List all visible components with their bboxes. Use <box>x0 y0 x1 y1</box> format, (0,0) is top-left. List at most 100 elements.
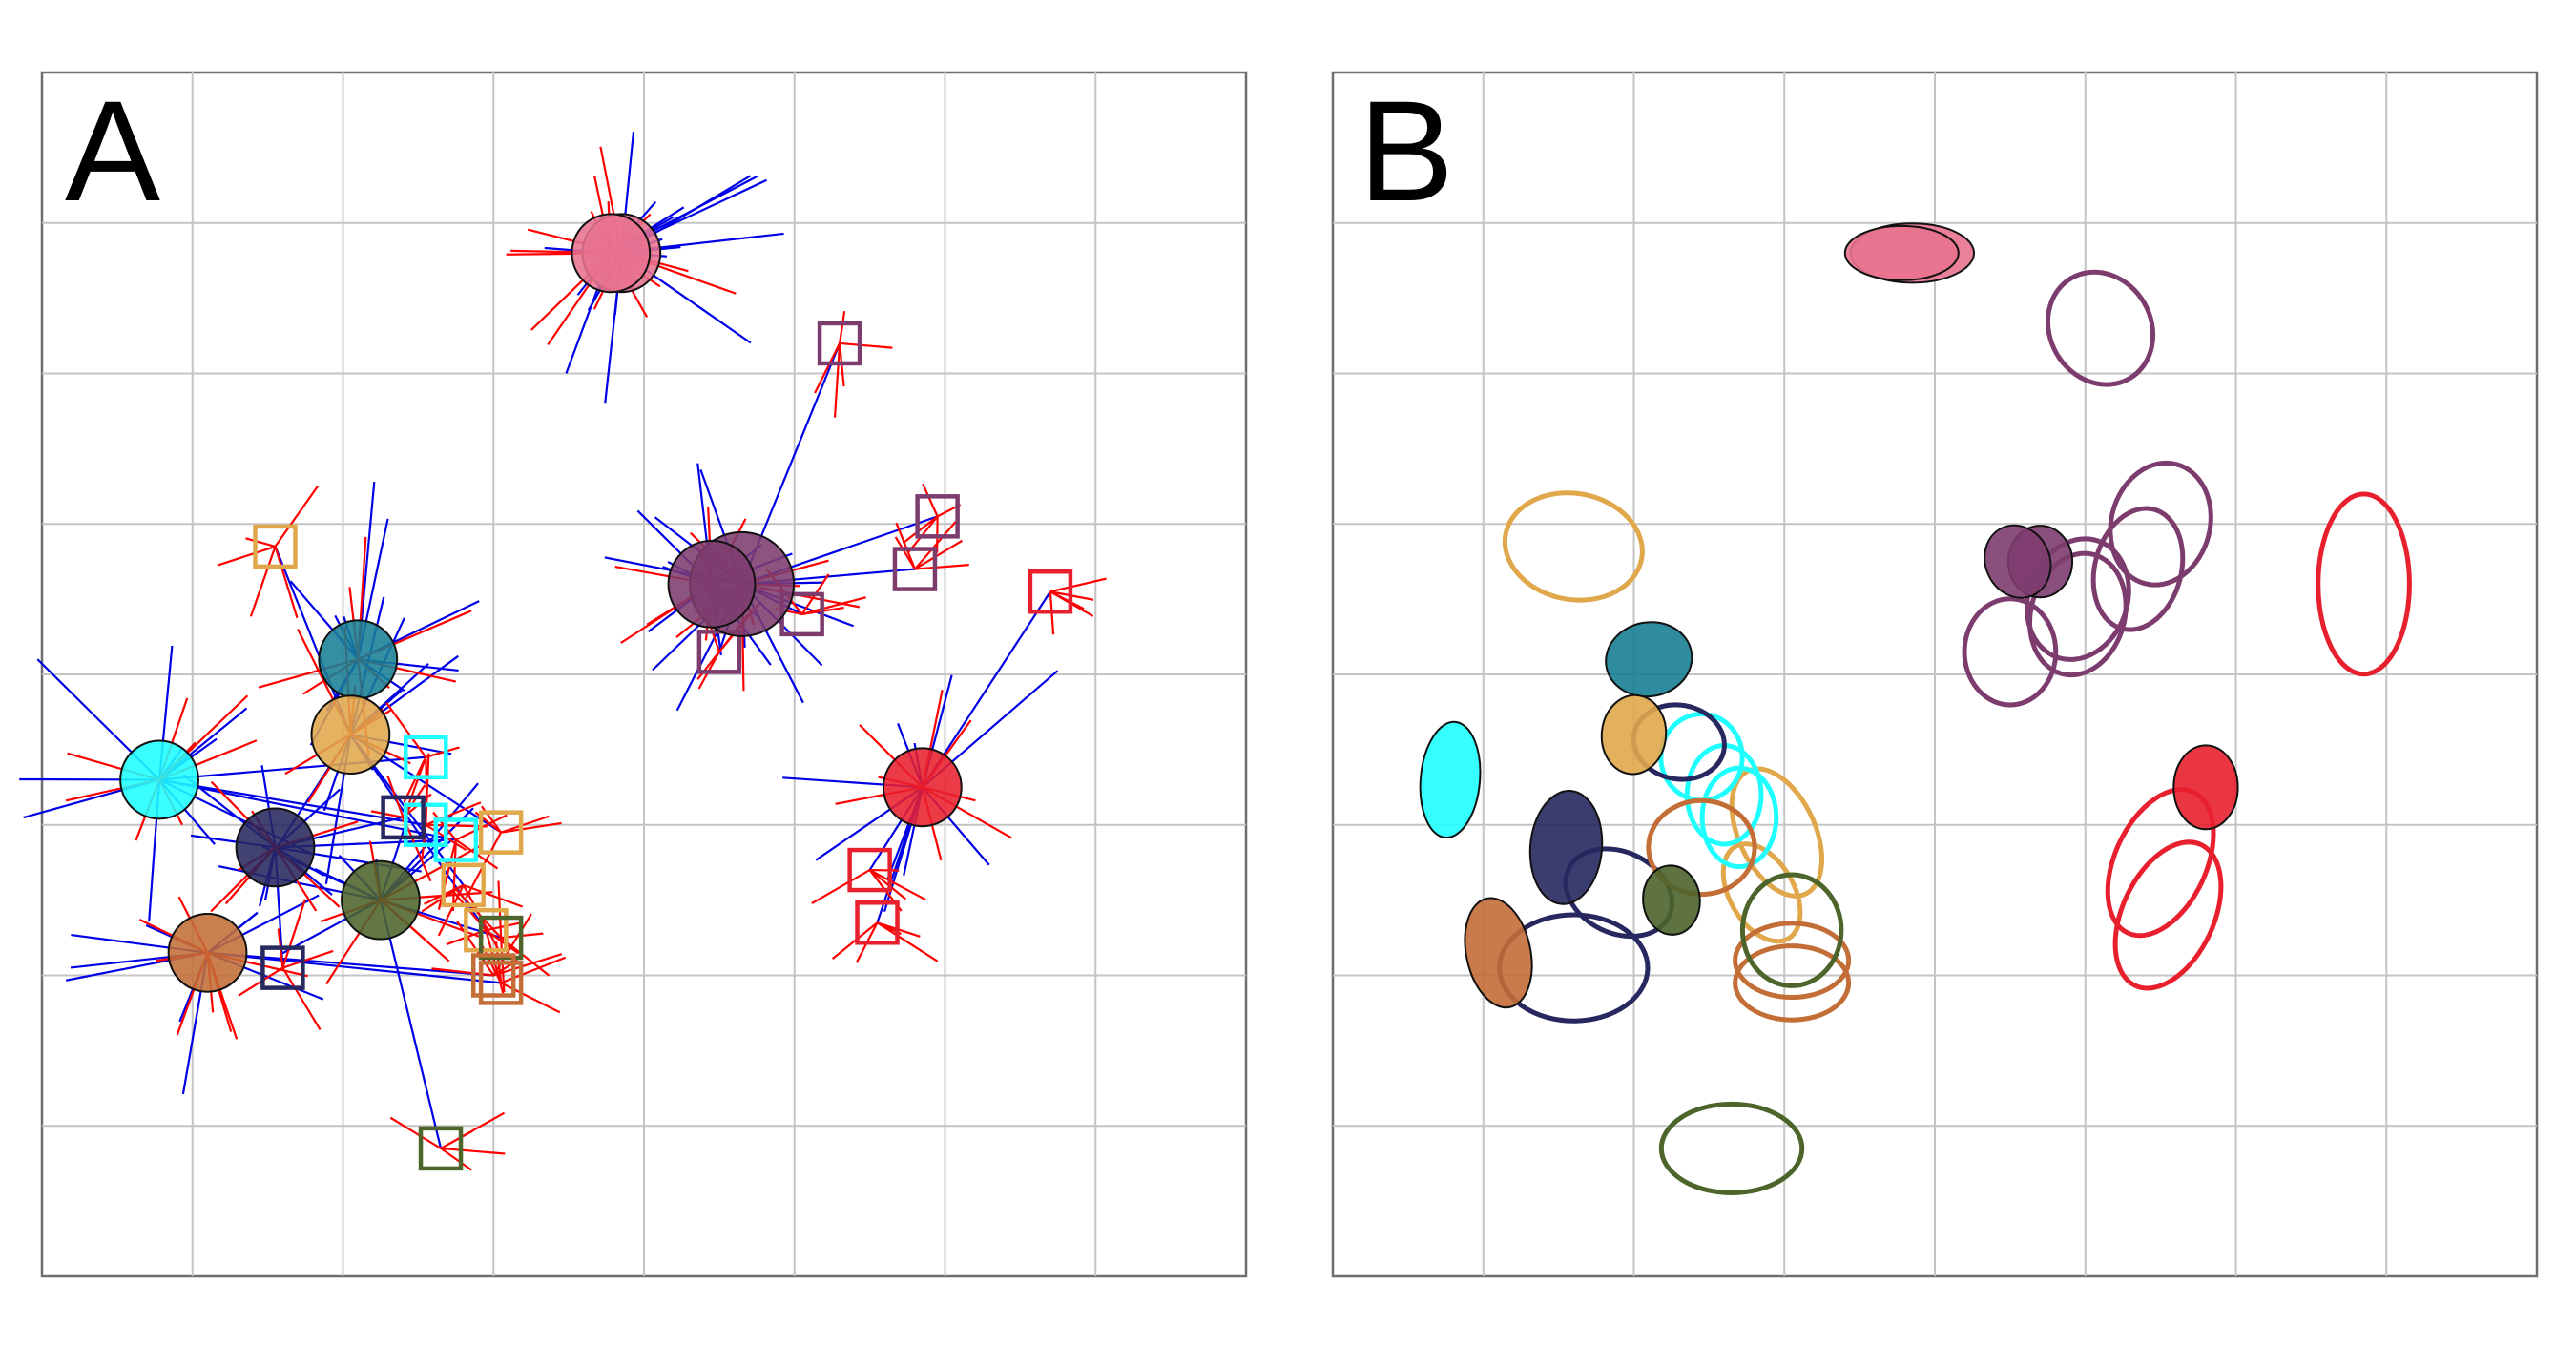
individual-red-vector <box>801 596 866 615</box>
individual-red-vector <box>245 537 276 548</box>
centroid-circle-gold <box>310 694 391 775</box>
individual-red-vector <box>914 564 969 570</box>
panel-a-centroids <box>119 213 963 993</box>
outline-ellipse-red <box>2112 839 2224 991</box>
centroid-circle-cyan <box>119 739 199 820</box>
individual-square-red <box>847 847 892 893</box>
panel-a-label: A <box>65 71 160 231</box>
individual-red-vector <box>914 539 964 570</box>
individual-red-vector <box>274 546 299 619</box>
panel-a: A <box>19 71 1248 1278</box>
individual-square-olive <box>478 915 524 961</box>
individual-red-vector <box>282 949 334 969</box>
filled-ellipse-gold <box>1600 693 1668 776</box>
individual-square-gold <box>441 862 486 908</box>
individual-red-vector <box>440 1111 506 1149</box>
individual-square-olive <box>418 1126 464 1171</box>
individual-square-purple <box>915 494 960 539</box>
individual-red-vector <box>922 483 939 517</box>
filled-ellipse-purple <box>1984 524 2052 599</box>
individual-square-red <box>855 900 900 945</box>
outline-ellipse-purple <box>2027 550 2129 678</box>
filled-ellipse-copper <box>1464 897 1533 1009</box>
individual-square-purple <box>892 547 938 591</box>
centroid-circle-red <box>882 747 963 828</box>
individual-red-vector <box>500 815 550 834</box>
individual-red-vector <box>914 521 957 570</box>
individual-square-navy <box>260 945 305 990</box>
individual-red-vector <box>274 485 320 548</box>
individual-red-vector <box>463 883 524 908</box>
outline-ellipse-cyan <box>1699 765 1779 870</box>
individual-square-cyan <box>404 735 448 780</box>
centroid-circle-copper <box>167 912 248 993</box>
filled-ellipse-teal <box>1605 621 1693 698</box>
individual-red-vector <box>876 921 939 962</box>
filled-ellipse-cyan <box>1419 720 1482 839</box>
individual-square-navy <box>381 795 426 840</box>
individual-red-vector <box>869 869 926 901</box>
individual-to-centroid-vector <box>207 951 502 984</box>
outline-ellipse-olive <box>1658 1101 1805 1195</box>
outline-ellipse-purple <box>2045 269 2156 387</box>
individual-square-gold <box>253 524 298 569</box>
outline-ellipse-purple <box>1962 596 2059 708</box>
individual-red-vector <box>831 921 879 960</box>
individual-square-cyan <box>433 817 479 862</box>
outline-ellipse-purple <box>2108 460 2213 588</box>
individual-red-vector <box>451 839 457 911</box>
outline-ellipse-copper <box>1733 943 1852 1023</box>
individual-red-vector <box>839 341 893 349</box>
individual-square-gold <box>464 907 509 953</box>
individual-red-vector <box>811 869 871 905</box>
individual-red-vector <box>440 1148 472 1171</box>
outline-ellipse-olive <box>1739 872 1844 988</box>
individual-to-centroid-vector <box>379 900 443 1149</box>
filled-ellipse-red <box>2172 744 2239 831</box>
individual-red-vector <box>385 702 427 758</box>
individual-red-vector <box>902 515 939 545</box>
individual-red-vector <box>492 953 563 977</box>
centroid-circle-teal <box>318 619 399 700</box>
outline-ellipse-copper <box>1733 921 1852 1001</box>
individual-square-purple <box>817 321 862 366</box>
individual-red-vector <box>895 522 916 569</box>
individual-red-vector <box>907 515 939 553</box>
individual-red-vector <box>814 342 841 394</box>
filled-ellipse-pink <box>1843 224 1960 281</box>
panel-b-filled-ellipses <box>1419 222 2239 1009</box>
individual-red-vector <box>500 982 561 1014</box>
individual-square-copper <box>471 953 516 998</box>
centroid-circle-olive <box>341 859 421 941</box>
individual-red-vector <box>370 810 404 818</box>
individual-to-centroid-vector <box>207 951 494 977</box>
individual-red-vector <box>238 966 283 997</box>
individual-red-vector <box>217 545 276 567</box>
individual-red-vector <box>833 342 841 418</box>
individual-red-vector <box>249 546 277 617</box>
individual-red-vector <box>281 899 306 968</box>
individual-square-copper <box>478 961 524 1005</box>
individual-red-vector <box>838 310 846 344</box>
outline-ellipse-gold <box>1502 490 1645 603</box>
panel-b-outline-ellipses <box>1497 269 2412 1195</box>
individual-red-vector <box>281 967 322 1030</box>
individual-red-vector <box>452 886 502 939</box>
individual-red-vector <box>440 1147 506 1155</box>
individual-red-vector <box>500 821 562 834</box>
individual-red-vector <box>431 967 494 977</box>
individual-red-vector <box>894 536 916 570</box>
outline-ellipse-red <box>2316 491 2412 677</box>
filled-ellipse-olive <box>1642 864 1701 936</box>
individual-red-vector <box>500 937 551 977</box>
individual-square-gold <box>478 810 524 855</box>
individual-square-red <box>1028 569 1073 614</box>
panel-b-label: B <box>1359 71 1454 231</box>
individual-red-vector <box>425 753 430 825</box>
centroid-circle-pink <box>571 213 652 294</box>
centroid-circle-navy <box>235 807 316 888</box>
centroid-circle-purple <box>667 539 757 629</box>
individual-red-vector <box>1049 577 1107 593</box>
individual-red-vector <box>425 746 460 758</box>
filled-ellipse-navy <box>1528 790 1604 905</box>
